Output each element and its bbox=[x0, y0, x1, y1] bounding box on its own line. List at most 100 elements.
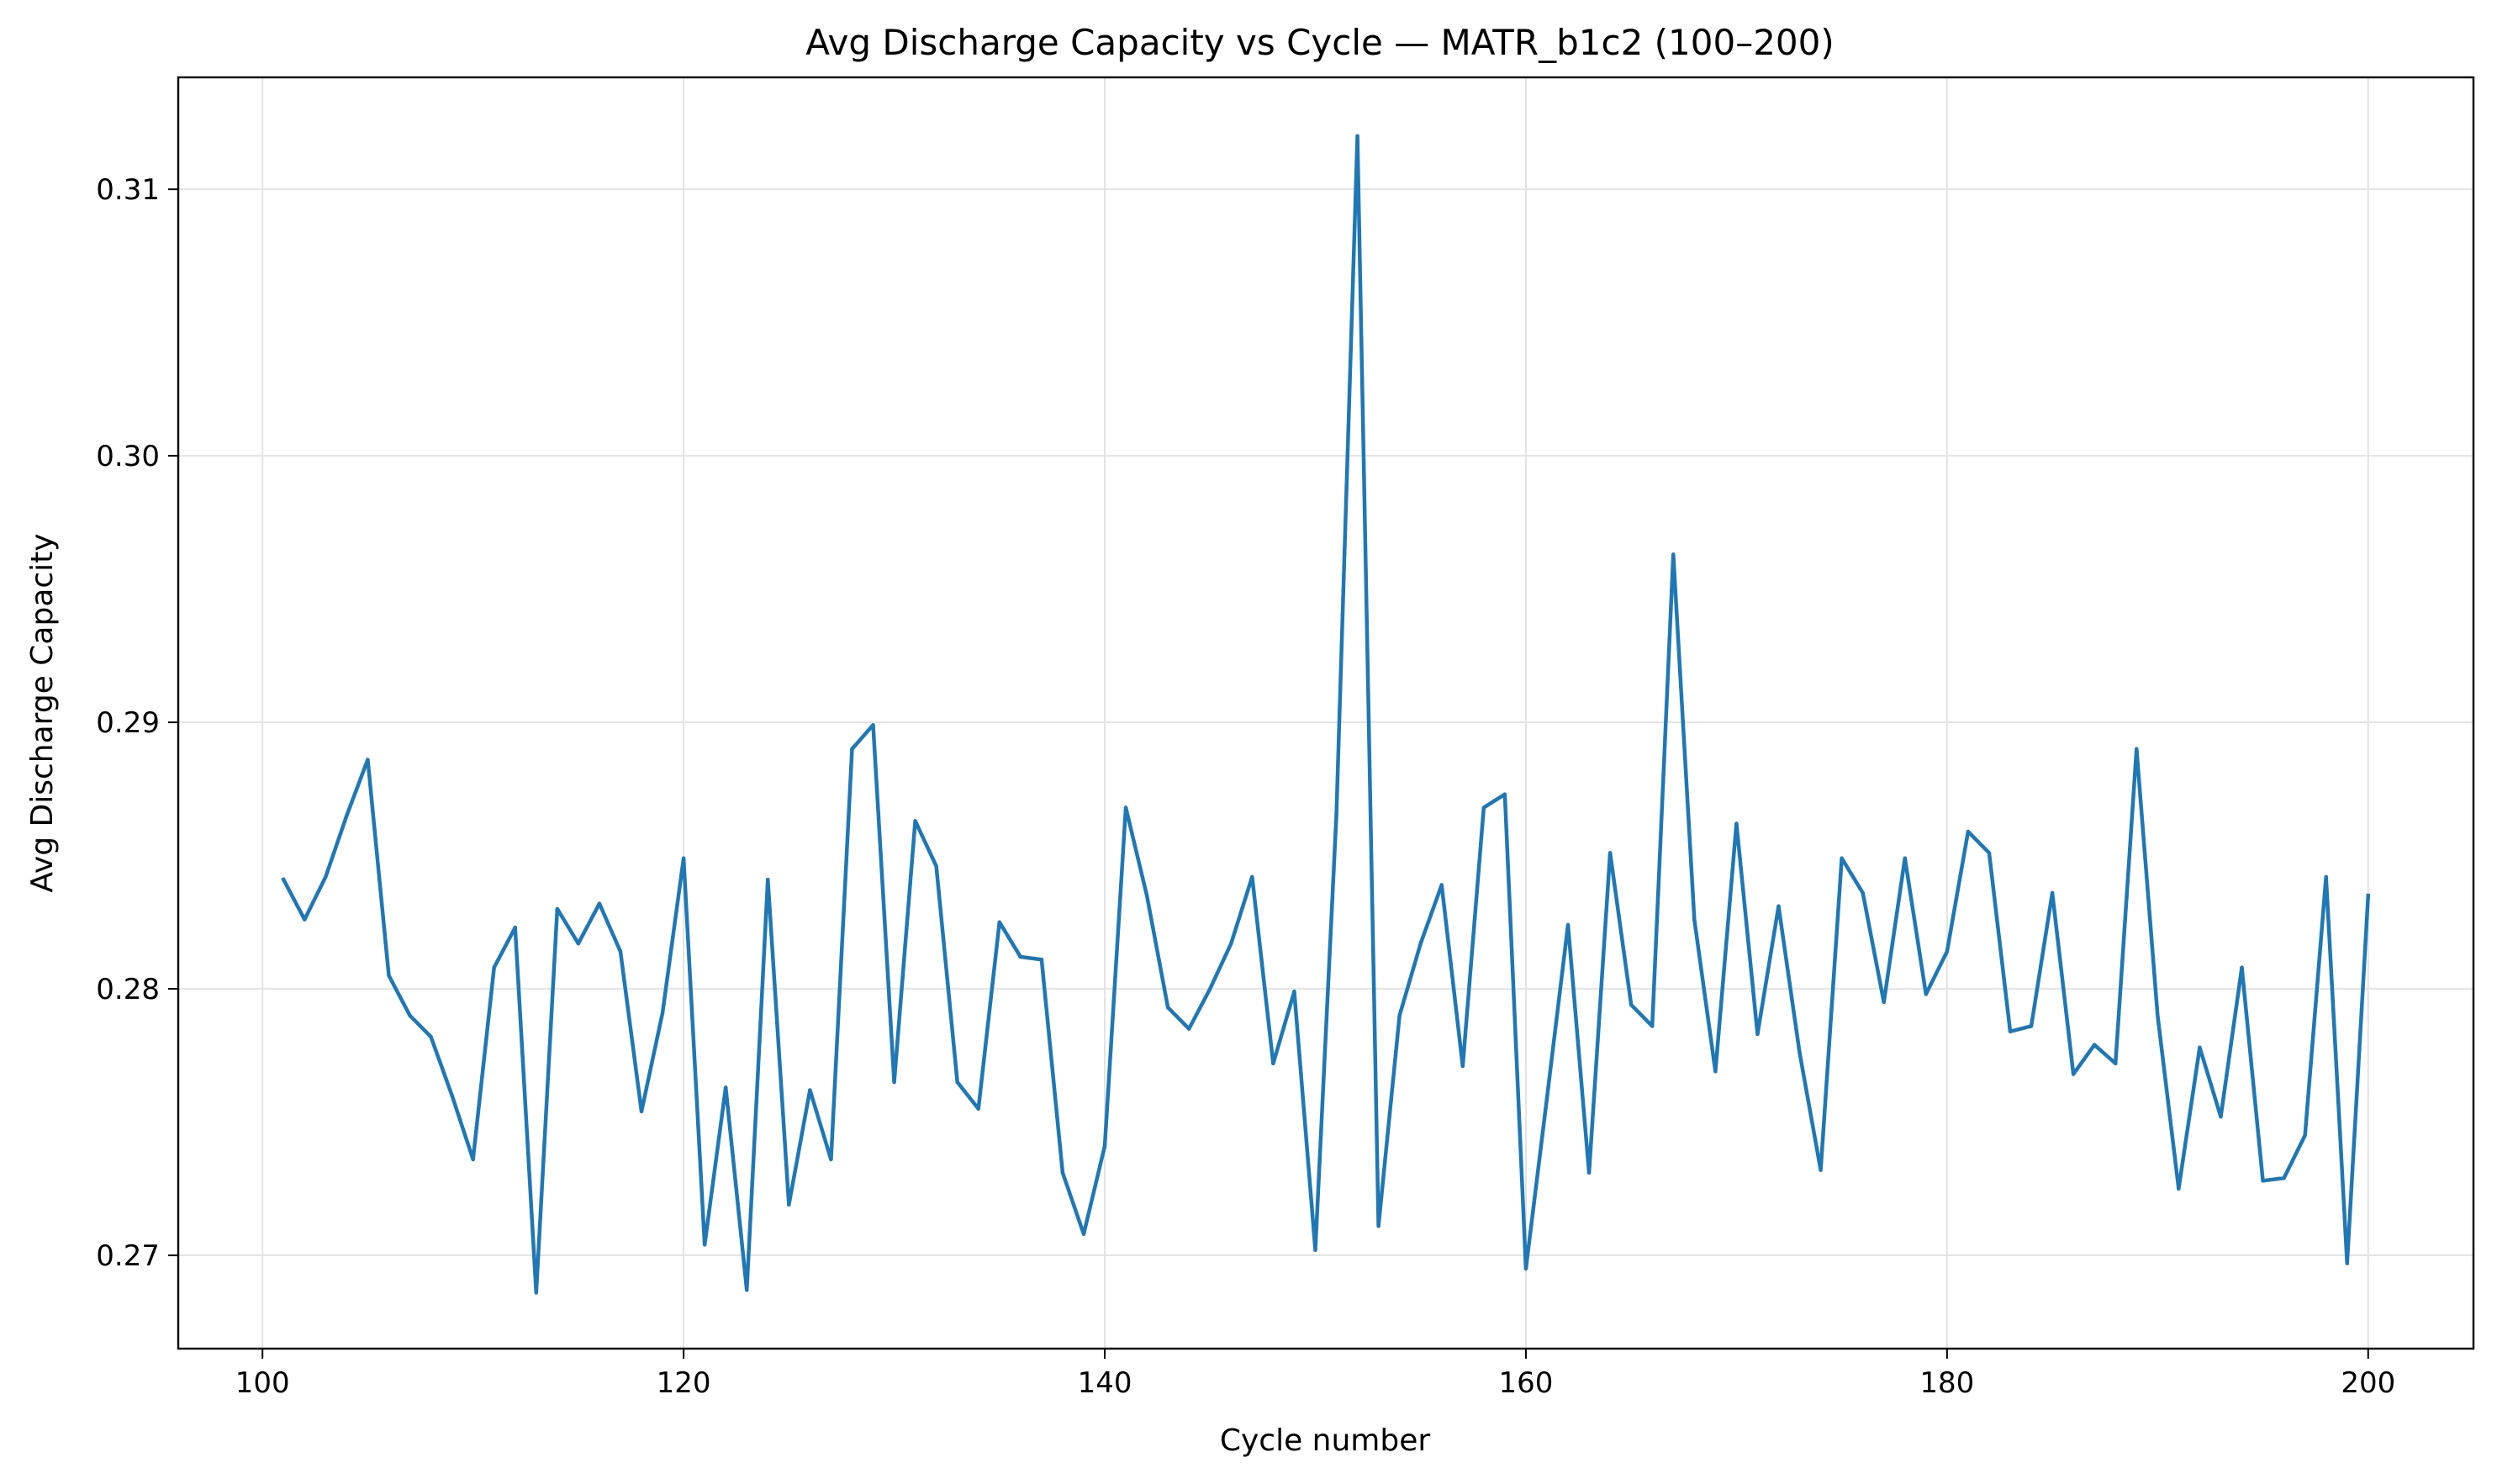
data-point bbox=[1292, 990, 1296, 994]
data-point bbox=[282, 877, 286, 882]
data-point bbox=[471, 1157, 475, 1162]
data-point bbox=[1313, 1248, 1317, 1252]
data-point bbox=[2050, 890, 2055, 895]
data-point bbox=[1123, 805, 1128, 810]
data-point bbox=[1734, 821, 1739, 826]
data-point bbox=[1903, 856, 1907, 860]
data-point bbox=[1418, 941, 1423, 946]
data-point bbox=[2135, 747, 2139, 751]
data-point bbox=[2114, 1061, 2118, 1066]
data-point bbox=[1144, 893, 1149, 898]
data-point bbox=[997, 920, 1001, 925]
data-point bbox=[408, 1013, 412, 1017]
data-point bbox=[2092, 1043, 2097, 1047]
x-tick-label: 100 bbox=[235, 1366, 290, 1400]
data-point bbox=[2366, 893, 2370, 898]
data-point bbox=[1355, 134, 1359, 138]
data-point bbox=[1692, 917, 1697, 922]
x-tick-label: 140 bbox=[1078, 1366, 1132, 1400]
data-point bbox=[913, 819, 917, 823]
data-point bbox=[2198, 1045, 2202, 1050]
x-axis-label: Cycle number bbox=[1220, 1423, 1431, 1458]
data-point bbox=[1039, 958, 1044, 962]
data-point bbox=[1671, 552, 1676, 557]
data-point bbox=[1776, 904, 1781, 909]
data-point bbox=[681, 856, 686, 860]
data-point bbox=[808, 1088, 812, 1092]
data-point bbox=[2303, 1133, 2307, 1138]
data-point bbox=[1060, 1170, 1065, 1175]
data-point bbox=[2282, 1175, 2286, 1180]
data-point bbox=[976, 1106, 980, 1111]
x-tick-label: 200 bbox=[2341, 1366, 2395, 1400]
data-point bbox=[2240, 965, 2244, 969]
y-axis: 0.27 0.28 0.29 0.30 0.31 bbox=[96, 173, 178, 1273]
data-point bbox=[303, 917, 307, 922]
data-point bbox=[1713, 1069, 1718, 1074]
data-point bbox=[1334, 813, 1338, 818]
data-point bbox=[1629, 1002, 1634, 1007]
x-tick-label: 180 bbox=[1919, 1366, 1974, 1400]
data-point bbox=[850, 747, 854, 751]
data-point bbox=[1755, 1032, 1760, 1037]
data-point bbox=[745, 1288, 749, 1292]
data-point bbox=[1187, 1027, 1191, 1031]
data-point bbox=[450, 1093, 454, 1098]
data-point bbox=[387, 974, 391, 978]
data-point bbox=[639, 1109, 644, 1114]
data-point bbox=[492, 965, 496, 969]
data-point bbox=[1397, 1013, 1402, 1017]
data-point bbox=[871, 723, 875, 727]
data-point bbox=[1460, 1064, 1465, 1069]
data-point bbox=[829, 1157, 833, 1162]
data-point bbox=[892, 1080, 896, 1085]
x-axis: 100 120 140 160 180 200 bbox=[235, 1349, 2395, 1400]
data-point bbox=[702, 1243, 707, 1247]
data-point bbox=[2008, 1029, 2013, 1033]
y-axis-label: Avg Discharge Capacity bbox=[25, 533, 60, 892]
data-point bbox=[1481, 805, 1486, 810]
data-point bbox=[576, 941, 581, 946]
data-point bbox=[1271, 1061, 1275, 1066]
data-point bbox=[1081, 1232, 1086, 1236]
data-point bbox=[2345, 1261, 2349, 1265]
series-line bbox=[281, 134, 2371, 1295]
plot-frame bbox=[177, 76, 2475, 1350]
data-point bbox=[1650, 1024, 1655, 1028]
data-point bbox=[1607, 851, 1613, 855]
data-point bbox=[1250, 874, 1254, 879]
data-point bbox=[1502, 792, 1507, 796]
data-point bbox=[1165, 1006, 1170, 1010]
data-point bbox=[1840, 856, 1844, 860]
data-point bbox=[345, 813, 349, 818]
data-point bbox=[429, 1034, 433, 1039]
y-tick-label: 0.31 bbox=[96, 173, 160, 207]
data-point bbox=[1208, 986, 1212, 991]
x-tick-label: 120 bbox=[657, 1366, 711, 1400]
data-point bbox=[1439, 883, 1444, 887]
chart-title: Avg Discharge Capacity vs Cycle — MATR_b… bbox=[805, 22, 1834, 63]
y-tick-label: 0.30 bbox=[96, 440, 160, 473]
data-point bbox=[555, 906, 560, 911]
data-point bbox=[2219, 1115, 2223, 1119]
data-point bbox=[1861, 890, 1865, 895]
data-point bbox=[1544, 1096, 1549, 1101]
data-point bbox=[618, 949, 623, 953]
data-point bbox=[660, 1011, 665, 1015]
data-point bbox=[955, 1080, 959, 1085]
data-point bbox=[1966, 829, 1971, 834]
data-point bbox=[1586, 1170, 1592, 1175]
data-point bbox=[723, 1085, 728, 1090]
y-tick-label: 0.28 bbox=[96, 973, 160, 1006]
data-point bbox=[1565, 922, 1571, 927]
data-point bbox=[2324, 874, 2328, 879]
y-tick-label: 0.27 bbox=[96, 1239, 160, 1273]
x-tick-label: 160 bbox=[1498, 1366, 1553, 1400]
data-point bbox=[2177, 1186, 2181, 1191]
data-point bbox=[1924, 992, 1929, 996]
data-point bbox=[2156, 1013, 2160, 1017]
y-tick-label: 0.29 bbox=[96, 706, 160, 740]
data-point bbox=[1523, 1266, 1528, 1271]
